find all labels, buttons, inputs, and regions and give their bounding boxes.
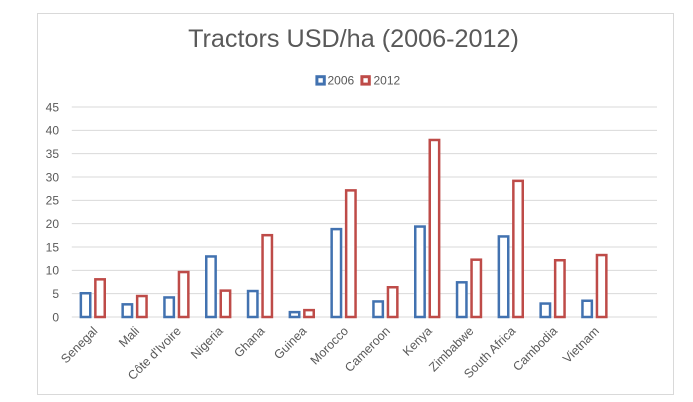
- svg-text:40: 40: [46, 124, 60, 138]
- svg-text:20: 20: [46, 217, 60, 231]
- svg-text:35: 35: [46, 147, 60, 161]
- svg-text:10: 10: [46, 264, 60, 278]
- svg-text:Tractors USD/ha (2006-2012): Tractors USD/ha (2006-2012): [188, 25, 519, 53]
- svg-text:5: 5: [52, 287, 59, 301]
- svg-text:30: 30: [46, 170, 60, 184]
- svg-text:2012: 2012: [374, 74, 401, 88]
- svg-text:2006: 2006: [328, 74, 355, 88]
- svg-text:45: 45: [46, 100, 60, 114]
- svg-text:0: 0: [52, 310, 59, 324]
- svg-text:25: 25: [46, 194, 60, 208]
- svg-text:15: 15: [46, 240, 60, 254]
